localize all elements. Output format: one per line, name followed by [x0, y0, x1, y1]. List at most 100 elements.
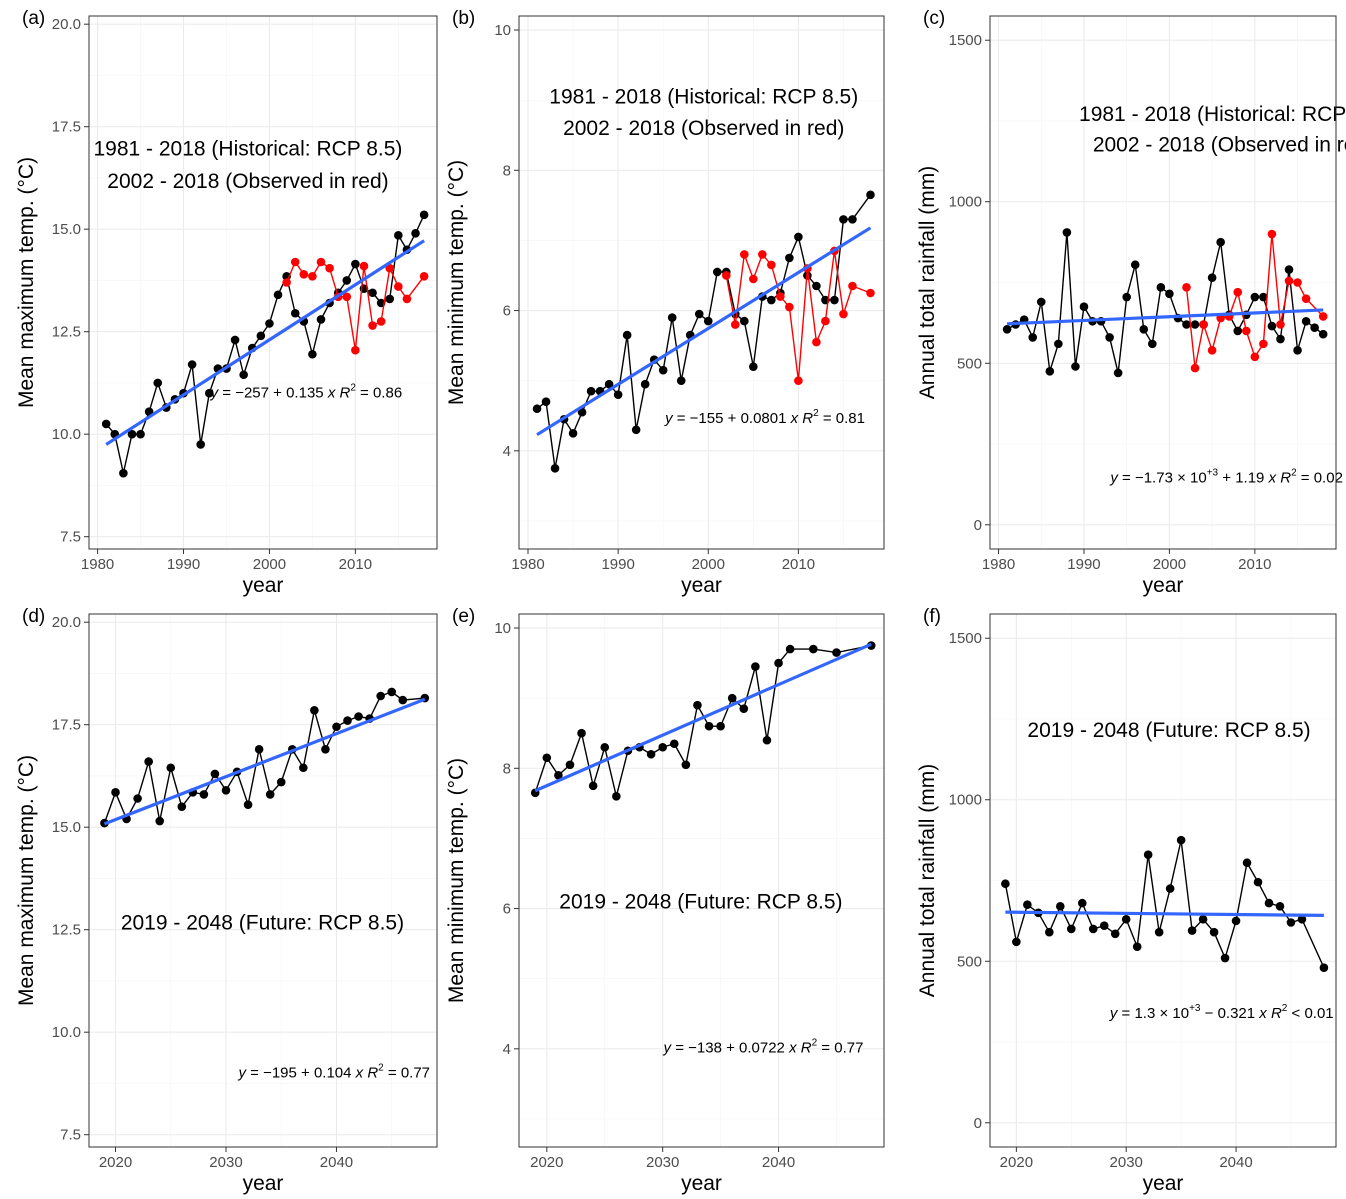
trend-line: [103, 697, 426, 826]
data-point-black: [785, 644, 795, 654]
panel-c: 1980 1990 2000 2010 0 500 1000 1500 1981 - 2018 …: [916, 8, 1346, 597]
x-tick-label: 1980: [511, 556, 544, 573]
data-point-black: [1045, 927, 1054, 937]
regression-equation: y = −155 + 0.0801 x R2 = 0.81: [664, 408, 865, 427]
trend-line: [105, 239, 425, 446]
data-point-black: [256, 331, 266, 341]
annotation-text: 2019 - 2048 (Future: RCP 8.5): [1027, 719, 1310, 742]
data-point-black: [411, 229, 420, 238]
data-point-black: [204, 388, 214, 398]
series-line-black: [534, 644, 872, 797]
data-point-black: [541, 397, 551, 407]
y-tick-label: 1500: [949, 630, 982, 647]
data-point-black: [385, 294, 395, 304]
x-tick-label: 1990: [1067, 556, 1100, 573]
data-point-black: [866, 190, 875, 200]
data-point-black: [739, 704, 749, 713]
data-point-red: [351, 345, 360, 355]
data-point-black: [1143, 850, 1153, 859]
y-tick-label: 4: [503, 443, 511, 460]
data-point-red: [730, 320, 740, 329]
data-point-black: [332, 722, 341, 732]
y-tick-label: 500: [957, 355, 982, 372]
data-point-red: [299, 270, 309, 279]
data-point-black: [1036, 297, 1046, 307]
x-tick-label: 2040: [320, 1154, 353, 1171]
data-point-black: [694, 309, 704, 319]
y-axis-title: Annual total rainfall (mm): [916, 764, 939, 997]
data-point-black: [1253, 877, 1263, 887]
data-point-black: [1190, 320, 1200, 329]
data-point-black: [1293, 346, 1302, 355]
x-tick-label: 2000: [253, 556, 286, 573]
panel-tag: (f): [923, 606, 941, 627]
data-point-black: [342, 276, 352, 285]
data-point-black: [681, 760, 691, 770]
y-axis-title: Annual total rainfall (mm): [916, 166, 939, 399]
data-point-black: [196, 440, 206, 449]
data-point-black: [704, 721, 714, 731]
y-tick-label: 1500: [949, 32, 982, 49]
data-point-red: [1241, 326, 1251, 336]
data-point-black: [1267, 321, 1277, 331]
data-point-red: [812, 337, 821, 347]
annotation-text: 1981 - 2018 (Historical: RCP 8.5): [94, 137, 403, 160]
data-point-red: [839, 309, 848, 319]
data-point-red: [821, 316, 830, 326]
series-line-black: [1006, 232, 1324, 374]
annotation-text: 2019 - 2048 (Future: RCP 8.5): [121, 912, 404, 935]
data-point-black: [1182, 320, 1191, 329]
data-point-black: [532, 404, 542, 414]
data-point-black: [133, 794, 142, 803]
data-point-red: [419, 272, 429, 281]
data-point-black: [321, 745, 330, 754]
y-tick-label: 20.0: [52, 16, 81, 33]
x-axis-title: year: [1143, 574, 1184, 597]
x-tick-label: 2010: [782, 556, 815, 573]
x-tick-label: 2030: [209, 1154, 242, 1171]
data-point-black: [1297, 914, 1307, 924]
data-point-black: [658, 742, 667, 752]
data-point-black: [387, 687, 397, 697]
y-tick-label: 0: [974, 1115, 982, 1132]
x-tick-label: 1980: [81, 556, 114, 573]
data-point-red: [1301, 294, 1311, 303]
x-tick-label: 2030: [646, 1154, 679, 1171]
y-tick-label: 17.5: [52, 717, 81, 734]
y-axis-title: Mean minimum temp. (°C): [445, 758, 468, 1003]
data-point-black: [1122, 292, 1131, 302]
data-point-red: [316, 257, 326, 267]
data-point-black: [1113, 368, 1123, 378]
panel-d: 2020 2030 2040 7.5 10.0 12.5 15.0 17.5 20.0 2019 …: [15, 606, 438, 1195]
annotation-text: 2002 - 2018 (Observed in red): [107, 170, 388, 193]
data-point-black: [640, 379, 650, 389]
y-tick-label: 10.0: [52, 426, 81, 443]
data-point-black: [1077, 898, 1087, 908]
x-tick-label: 1980: [982, 556, 1015, 573]
data-point-red: [1276, 320, 1285, 329]
panel-tag: (c): [923, 8, 945, 29]
data-point-red: [1318, 312, 1328, 321]
data-point-black: [1132, 942, 1142, 952]
x-tick-label: 2000: [1153, 556, 1186, 573]
data-point-black: [1220, 953, 1230, 963]
data-point-black: [136, 429, 145, 439]
data-point-black: [676, 376, 686, 385]
y-tick-label: 7.5: [60, 1127, 81, 1144]
data-point-black: [1301, 316, 1311, 326]
data-point-black: [586, 386, 596, 396]
series-line-black: [1004, 839, 1325, 969]
data-point-red: [385, 263, 395, 273]
trend-line: [536, 226, 872, 437]
y-tick-label: 8: [503, 760, 511, 777]
data-point-black: [565, 760, 575, 770]
data-point-black: [351, 259, 360, 269]
data-point-black: [554, 771, 563, 780]
data-point-black: [1310, 323, 1319, 333]
data-point-black: [588, 781, 598, 791]
data-point-black: [1062, 228, 1072, 237]
data-point-black: [809, 644, 818, 654]
annotation-text: 1981 - 2018 (Historical: RCP 8.5): [549, 86, 858, 109]
data-point-black: [187, 360, 197, 369]
